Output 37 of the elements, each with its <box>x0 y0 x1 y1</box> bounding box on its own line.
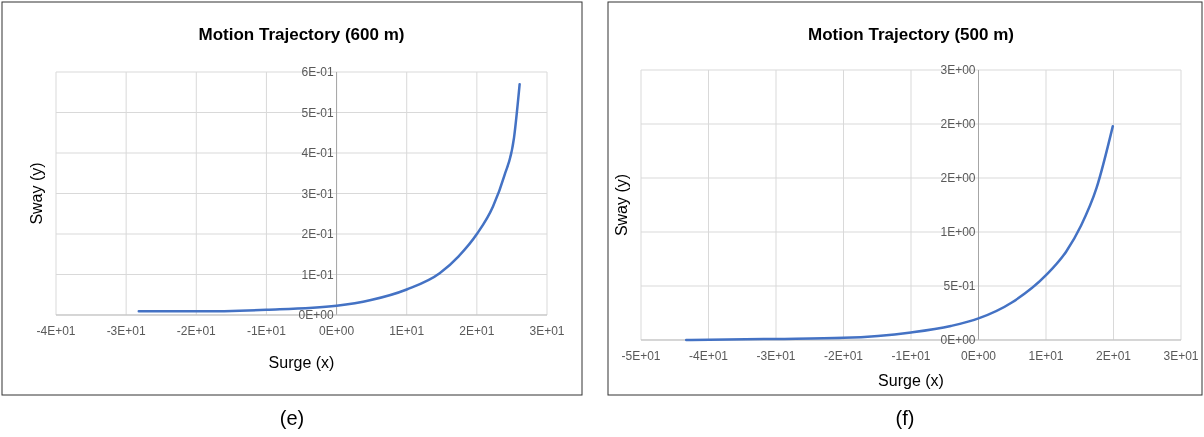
x-tick-label: 2E+01 <box>459 324 495 338</box>
x-axis-title: Surge (x) <box>878 372 944 389</box>
x-tick-label: 0E+00 <box>319 324 355 338</box>
x-tick-label: -2E+01 <box>176 324 217 338</box>
x-tick-label: 3E+01 <box>529 324 565 338</box>
x-tick-label: -4E+01 <box>36 324 76 338</box>
y-tick-label: 2E+00 <box>940 117 976 132</box>
x-tick-label: -2E+01 <box>823 349 864 363</box>
chart-title: Motion Trajectory (600 m) <box>198 25 405 44</box>
y-tick-label: 1E+00 <box>940 225 976 240</box>
y-tick-label: 5E-01 <box>943 279 976 294</box>
y-axis-title: Sway (y) <box>613 173 630 237</box>
x-tick-label: 2E+01 <box>1095 349 1132 363</box>
x-tick-label: -4E+01 <box>688 349 729 363</box>
x-tick-label: -3E+01 <box>756 349 796 363</box>
y-tick-label: 3E+00 <box>940 63 976 78</box>
y-tick-label: 4E-01 <box>301 146 334 161</box>
y-axis-title: Sway (y) <box>28 162 45 225</box>
x-tick-label: -1E+01 <box>891 349 931 363</box>
x-tick-label: 0E+00 <box>960 349 997 363</box>
y-tick-label: 0E+00 <box>298 308 334 323</box>
x-tick-label: 1E+01 <box>1028 349 1064 363</box>
y-tick-label: 5E-01 <box>301 105 334 120</box>
x-tick-label: -3E+01 <box>106 324 146 338</box>
y-tick-label: 3E-01 <box>301 186 334 201</box>
x-tick-label: -1E+01 <box>246 324 287 338</box>
x-tick-label: 3E+01 <box>1163 349 1199 363</box>
y-tick-label: 2E-01 <box>301 227 334 242</box>
x-axis-title: Surge (x) <box>268 354 335 371</box>
y-tick-label: 1E-01 <box>301 267 334 282</box>
x-tick-label: -5E+01 <box>621 349 661 363</box>
text: (f) <box>895 407 915 429</box>
chart-title: Motion Trajectory (500 m) <box>808 25 1014 44</box>
y-tick-label: 2E+00 <box>940 171 976 186</box>
y-tick-label: 6E-01 <box>301 65 334 80</box>
x-tick-label: 1E+01 <box>389 324 425 338</box>
text: (e) <box>279 407 305 429</box>
